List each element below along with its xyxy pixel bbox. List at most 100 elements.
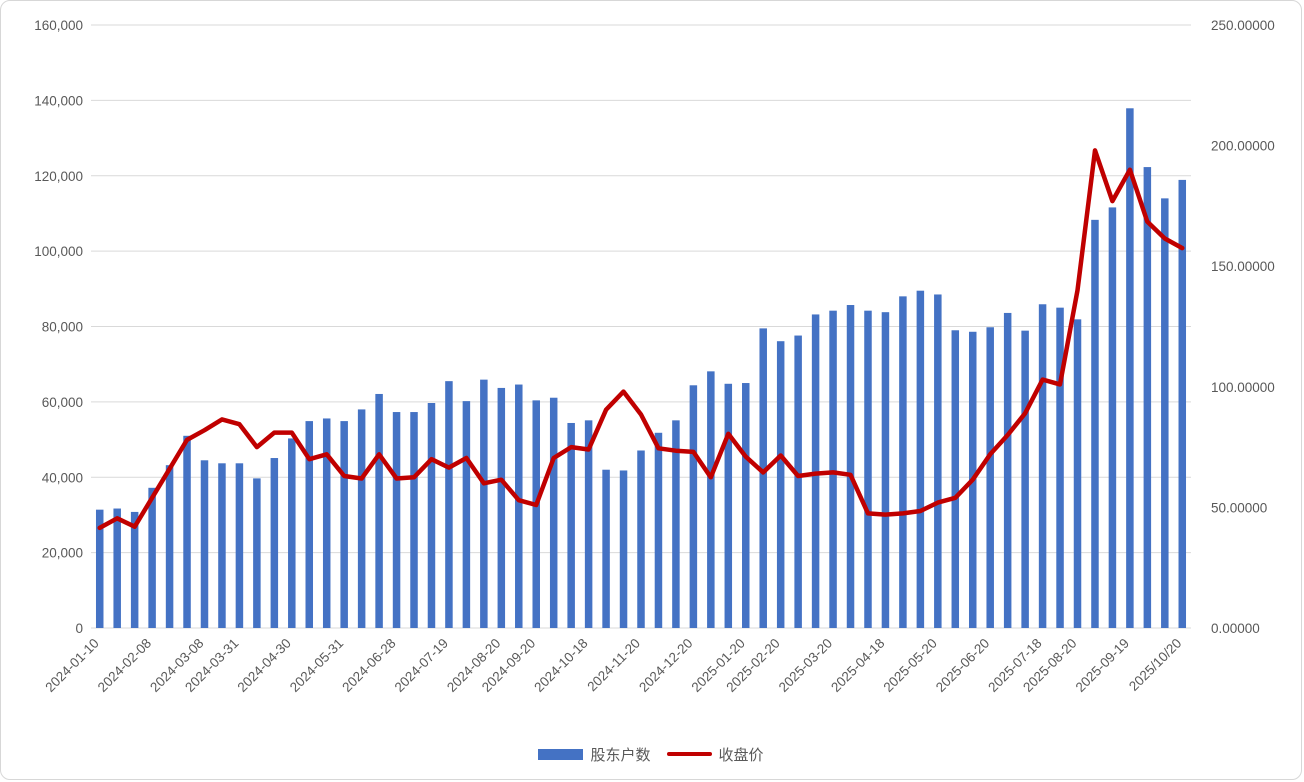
shareholder-count-bar: [183, 435, 191, 628]
shareholder-count-bar: [375, 393, 383, 628]
x-axis-tick-label: 2024-06-28: [339, 636, 398, 695]
y-axis-right-tick-label: 250.00000: [1211, 18, 1275, 33]
y-axis-left-tick-label: 0: [75, 621, 83, 636]
shareholder-count-bar: [951, 330, 960, 628]
y-axis-left-tick-label: 160,000: [34, 18, 83, 33]
x-axis-tick-label: 2024-05-31: [287, 636, 346, 695]
x-axis-tick-label: 2024-10-18: [531, 636, 590, 695]
shareholder-count-bar: [130, 511, 139, 628]
shareholder-count-bar: [340, 421, 348, 628]
legend-item-close-price: 收盘价: [666, 744, 764, 765]
line-series-swatch-icon: [666, 752, 712, 756]
shareholder-count-bar: [113, 508, 121, 628]
shareholder-count-bar: [549, 397, 558, 628]
chart-legend: 股东户数 收盘价: [1, 741, 1301, 767]
y-axis-right-tick-label: 50.00000: [1211, 500, 1267, 515]
shareholder-count-bar: [95, 509, 104, 628]
shareholder-count-bar: [1091, 219, 1099, 629]
shareholder-count-bar: [602, 469, 610, 628]
y-axis-right-tick-label: 100.00000: [1211, 380, 1275, 395]
y-axis-left-tick-label: 100,000: [34, 244, 83, 259]
shareholder-count-bar: [567, 422, 575, 628]
x-axis-tick-label: 2025-04-18: [828, 636, 887, 695]
shareholder-count-bar: [637, 450, 645, 628]
x-axis-tick-label: 2024-01-10: [42, 636, 101, 695]
shareholder-count-bar: [497, 387, 506, 628]
x-axis-tick-label: 2024-12-20: [636, 636, 695, 695]
x-axis-tick-label: 2025-03-20: [776, 636, 835, 695]
shareholder-count-bar: [480, 379, 488, 628]
shareholder-count-bar: [288, 438, 296, 628]
shareholder-count-bar: [1038, 304, 1047, 628]
shareholder-count-bar: [1178, 179, 1187, 628]
shareholder-count-bar: [165, 465, 174, 628]
shareholder-count-bar: [515, 384, 523, 628]
legend-label-shareholders: 股东户数: [590, 746, 651, 764]
shareholder-count-bar: [724, 383, 733, 628]
x-axis-tick-label: 2024-11-20: [584, 636, 643, 695]
shareholder-count-bar: [707, 371, 715, 628]
shareholder-count-bar: [532, 400, 540, 628]
y-axis-left-tick-label: 80,000: [42, 320, 83, 335]
shareholder-count-bar: [270, 458, 279, 628]
shareholder-count-bar: [759, 328, 767, 628]
x-axis-tick-label: 2024-04-30: [234, 636, 293, 695]
shareholder-count-bar: [392, 412, 401, 628]
shareholder-count-bar: [462, 401, 471, 628]
shareholder-count-bar: [899, 296, 907, 628]
y-axis-left-tick-label: 140,000: [34, 93, 83, 108]
close-price-line: [97, 148, 1185, 531]
legend-label-close-price: 收盘价: [718, 746, 764, 764]
shareholder-count-bar: [200, 460, 209, 628]
shareholder-count-bar: [1108, 207, 1117, 628]
shareholder-count-bar: [427, 403, 436, 628]
shareholder-count-bar: [846, 305, 855, 628]
shareholder-count-bar: [357, 409, 366, 628]
x-axis-tick-label: 2024-07-19: [392, 636, 451, 695]
x-axis-tick-label: 2025-05-20: [880, 636, 939, 695]
x-axis-tick-label: 2025/10/20: [1126, 636, 1184, 694]
shareholder-count-bar: [1021, 330, 1029, 628]
y-axis-left-tick-label: 120,000: [34, 169, 83, 184]
shareholder-count-bar: [1056, 307, 1064, 628]
shareholder-count-bar: [742, 383, 750, 628]
shareholder-count-bar: [1003, 312, 1012, 628]
y-axis-left-tick-label: 20,000: [42, 546, 83, 561]
y-axis-right-tick-label: 150.00000: [1211, 259, 1275, 274]
x-axis-tick-label: 2025-09-19: [1073, 636, 1132, 695]
y-axis-left-tick-label: 60,000: [42, 395, 83, 410]
shareholder-count-bar: [218, 463, 226, 628]
shareholder-count-bar: [619, 470, 628, 628]
shareholder-count-bar: [776, 341, 785, 628]
x-axis-tick-label: 2025-06-20: [933, 636, 992, 695]
shareholder-count-bar: [794, 335, 802, 628]
shareholder-count-bar: [934, 294, 942, 628]
shareholder-count-bar: [864, 310, 872, 628]
shareholder-count-bar: [445, 381, 453, 628]
shareholder-count-bar: [148, 487, 156, 628]
shareholder-count-bar: [235, 463, 244, 628]
shareholder-count-bar: [1161, 198, 1169, 629]
shareholder-count-bar: [1126, 108, 1134, 629]
shareholder-count-bar: [916, 290, 925, 628]
y-axis-right-tick-label: 200.00000: [1211, 139, 1275, 154]
shareholder-count-bar: [253, 478, 261, 628]
x-axis-tick-label: 2024-02-08: [95, 636, 154, 695]
shareholder-count-bar: [811, 314, 820, 628]
shareholder-count-bar: [410, 412, 418, 628]
shareholder-count-bar: [305, 421, 314, 628]
shareholder-count-bar: [1143, 167, 1152, 628]
shareholder-count-bar: [986, 327, 994, 628]
bar-series-swatch-icon: [538, 748, 584, 760]
shareholder-count-bar: [829, 310, 837, 628]
shareholder-count-bar: [654, 432, 663, 628]
shareholder-count-bar: [584, 420, 593, 628]
legend-item-shareholders: 股东户数: [538, 744, 651, 765]
shareholder-count-bar: [672, 420, 680, 628]
y-axis-right-tick-label: 0.00000: [1211, 621, 1260, 636]
shareholder-count-bar: [322, 418, 331, 628]
shareholder-count-bar: [689, 385, 698, 628]
shareholder-count-bar: [1073, 319, 1082, 628]
